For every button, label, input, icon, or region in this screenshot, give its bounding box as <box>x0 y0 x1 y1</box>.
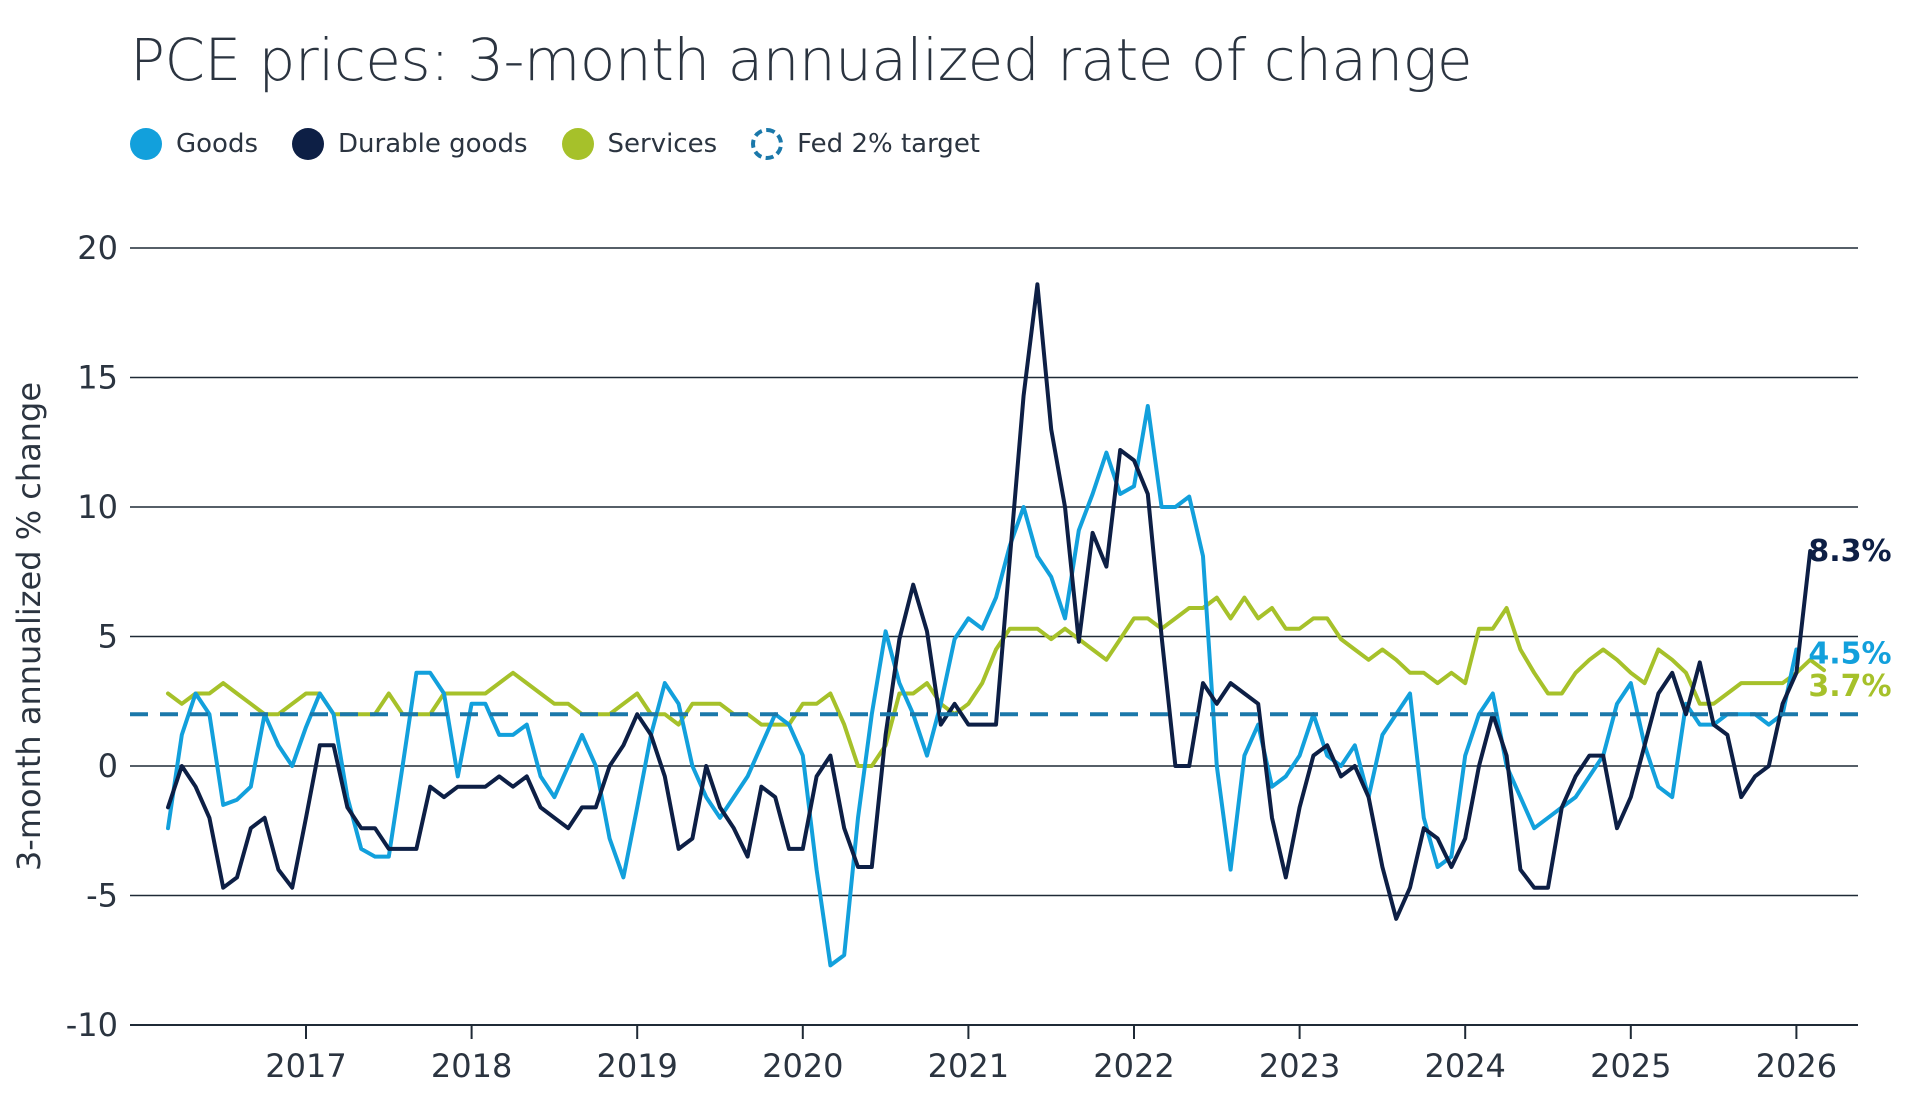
end-label-durable-goods: 8.3% <box>1808 534 1891 569</box>
end-label-goods: 4.5% <box>1808 636 1891 671</box>
legend-item-fed-target: Fed 2% target <box>751 128 980 160</box>
x-tick-label: 2026 <box>1756 1047 1837 1085</box>
x-tick-label: 2017 <box>265 1047 346 1085</box>
legend-swatch-services <box>561 128 594 160</box>
x-tick-label: 2019 <box>596 1047 677 1085</box>
legend-label-fed-target: Fed 2% target <box>797 129 981 159</box>
y-tick-label: 5 <box>98 618 118 656</box>
y-tick-label: 15 <box>77 359 118 397</box>
legend-label-durable-goods: Durable goods <box>338 129 528 159</box>
chart-title: PCE prices: 3-month annualized rate of c… <box>130 26 1473 94</box>
x-tick-label: 2025 <box>1590 1047 1671 1085</box>
x-tick-label: 2018 <box>431 1047 512 1085</box>
legend-item-services: Services <box>561 128 718 160</box>
legend-item-durable-goods: Durable goods <box>292 128 528 160</box>
y-tick-label: 10 <box>77 488 118 526</box>
series-line-durable-goods <box>166 282 1813 921</box>
x-tick-label: 2023 <box>1259 1047 1340 1085</box>
x-tick-label: 2024 <box>1424 1047 1505 1085</box>
x-tick-label: 2020 <box>762 1047 843 1085</box>
y-tick-label: 20 <box>77 229 118 267</box>
y-tick-label: -5 <box>86 877 118 915</box>
end-label-services: 3.7% <box>1808 669 1891 704</box>
y-tick-label: -10 <box>66 1006 118 1044</box>
legend-label-services: Services <box>607 129 718 159</box>
series-line-goods <box>166 404 1799 968</box>
x-tick-label: 2022 <box>1093 1047 1174 1085</box>
legend-item-goods: Goods <box>130 128 258 160</box>
x-tick-label: 2021 <box>928 1047 1009 1085</box>
legend-swatch-fed-target <box>751 128 784 160</box>
legend-swatch-durable-goods <box>292 128 325 160</box>
legend-label-goods: Goods <box>176 129 259 159</box>
legend: Goods Durable goods Services Fed 2% targ… <box>130 128 1014 160</box>
legend-swatch-goods <box>130 128 162 160</box>
y-axis-title: 3-month annualized % change <box>10 382 48 871</box>
y-tick-label: 0 <box>98 747 118 785</box>
